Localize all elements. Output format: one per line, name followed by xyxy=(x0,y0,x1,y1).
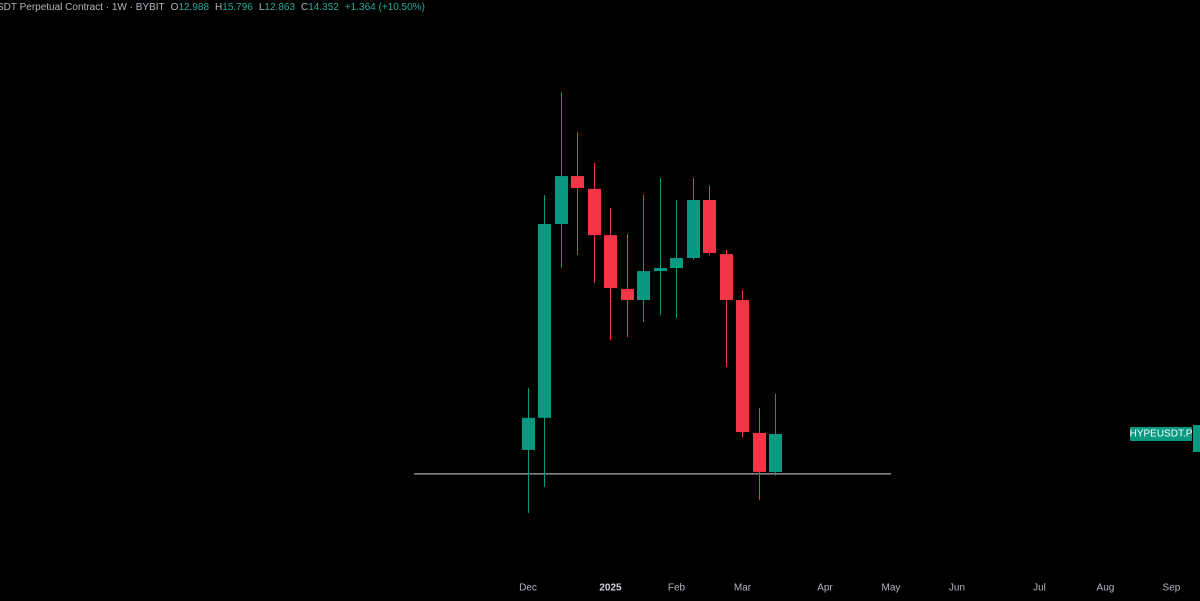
candle-body xyxy=(753,432,766,472)
x-tick-label: Aug xyxy=(1097,583,1115,594)
symbol-label: HYPEUSDT.P xyxy=(1130,429,1193,440)
candle-body xyxy=(703,200,716,253)
ohlc-letter: H xyxy=(215,2,223,13)
x-tick-label: Dec xyxy=(519,583,537,594)
x-tick-label: Sep xyxy=(1163,583,1181,594)
candle-body xyxy=(588,188,601,236)
price-tag-bg xyxy=(1130,426,1192,441)
ohlc-value: 12.863 xyxy=(264,2,296,13)
candle-body xyxy=(604,235,617,289)
ohlc-letter: O xyxy=(170,2,179,13)
x-tick-label: May xyxy=(882,583,901,594)
legend-header: SDT Perpetual Contract · 1W · BYBIT O 12.… xyxy=(0,2,425,13)
candle-body xyxy=(571,176,584,189)
candle-body xyxy=(621,288,634,301)
candle-body xyxy=(522,417,535,450)
ohlc-letter: L xyxy=(258,2,265,13)
change-label: +1.364 (+10.50%) xyxy=(344,2,425,13)
candle-body xyxy=(736,300,749,433)
candle-body xyxy=(637,271,650,301)
x-tick-label: Jul xyxy=(1033,583,1046,594)
ohlc-value: 14.352 xyxy=(308,2,339,13)
candle-body xyxy=(687,200,700,258)
symbol-title: SDT Perpetual Contract · 1W · BYBIT xyxy=(0,2,165,13)
ohlc-value: 15.796 xyxy=(222,2,253,13)
x-tick-label: Jun xyxy=(949,583,965,594)
price-tag-edge xyxy=(1193,424,1200,452)
ohlc-value: 12.988 xyxy=(178,2,210,13)
x-tick-label: Apr xyxy=(817,583,833,594)
x-tick-label: Feb xyxy=(668,583,686,594)
candle-body xyxy=(670,257,683,268)
candle-body xyxy=(555,176,568,224)
x-tick-label: 2025 xyxy=(599,583,622,594)
candle-body xyxy=(538,223,551,418)
x-tick-label: Mar xyxy=(734,583,752,594)
candle-body xyxy=(720,254,733,301)
ohlc-letter: C xyxy=(301,2,309,13)
candle-body xyxy=(769,433,782,472)
candle-body xyxy=(654,267,667,272)
